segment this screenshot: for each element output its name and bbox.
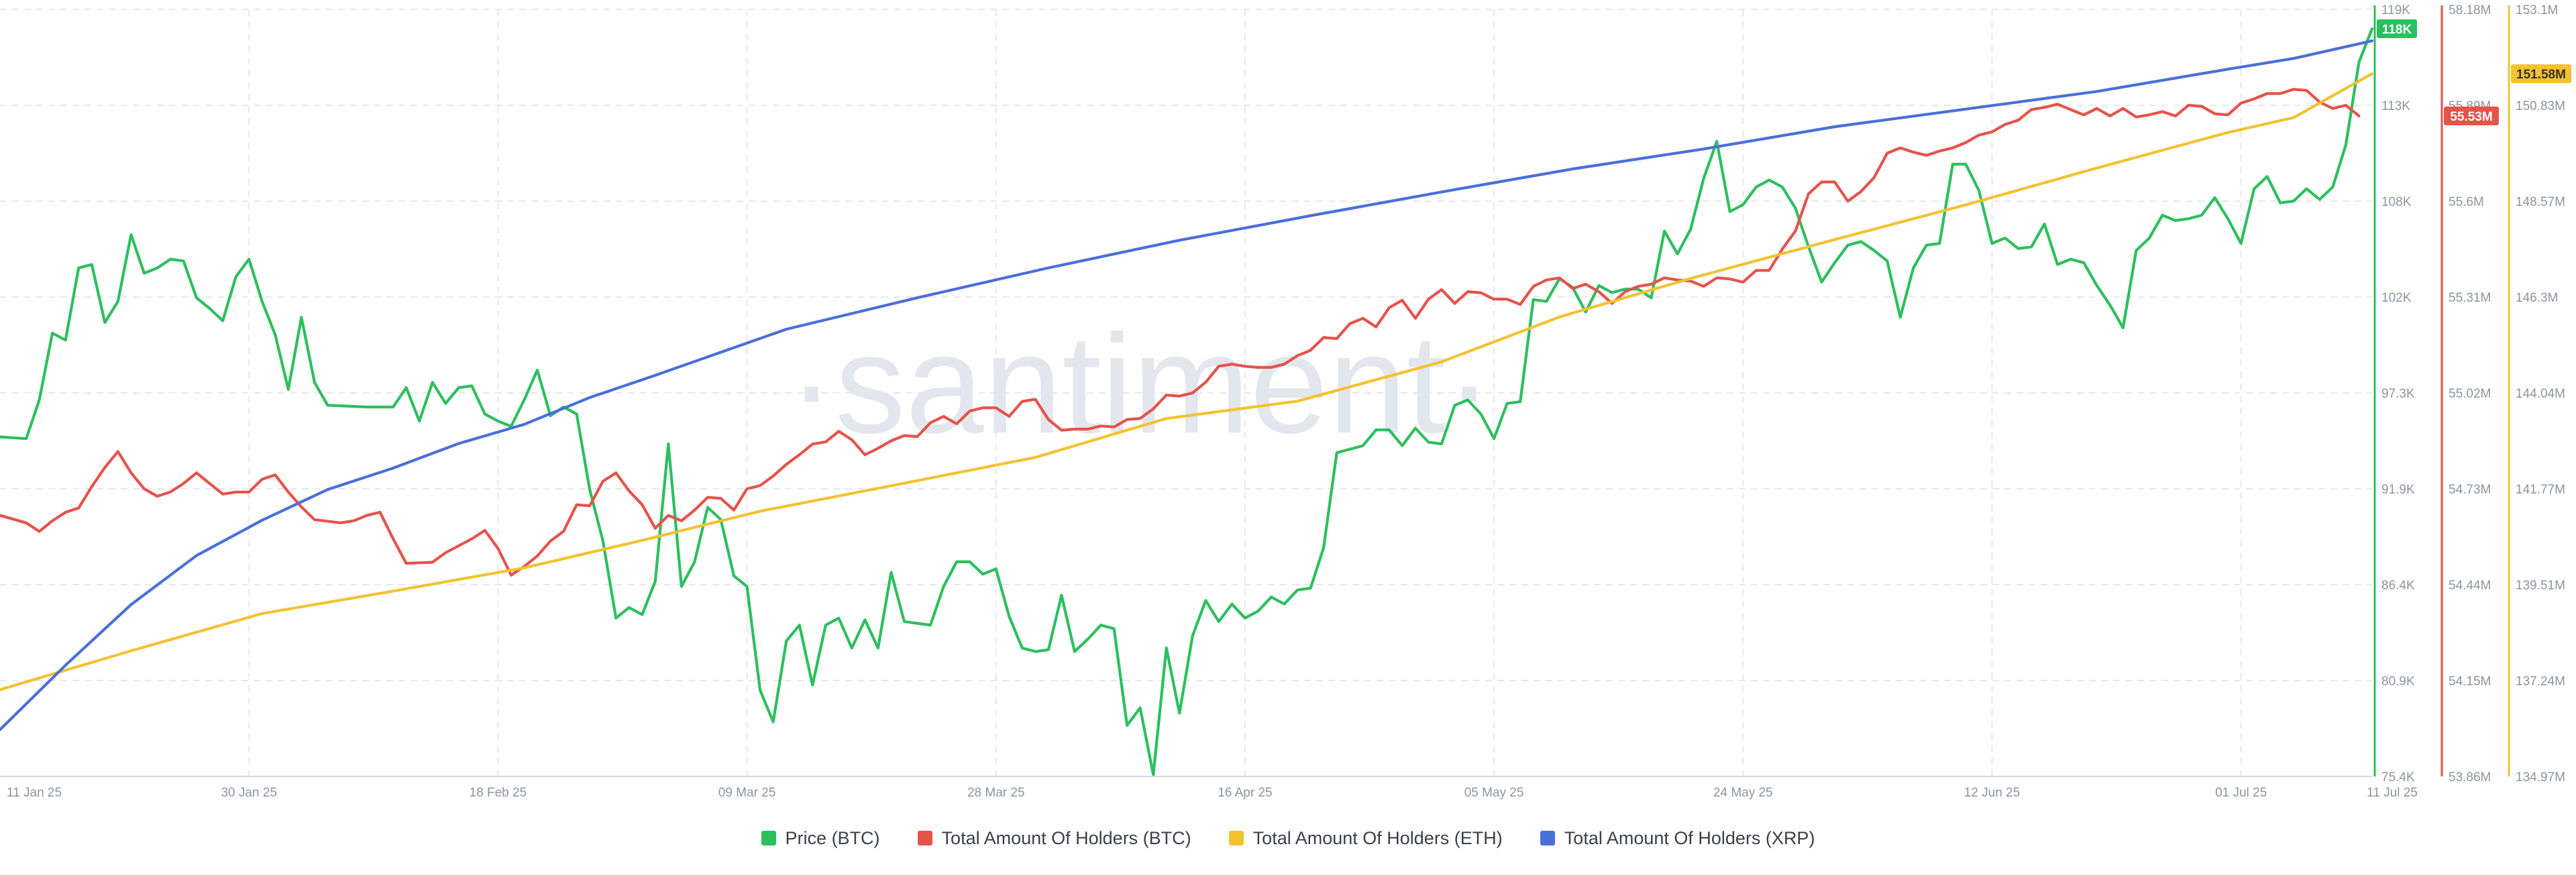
x-tick-label: 11 Jan 25 — [7, 786, 62, 800]
btc-holders-tick-label: 55.02M — [2449, 387, 2491, 401]
btc-holders-badge: 55.53M — [2444, 106, 2499, 125]
x-tick-label: 28 Mar 25 — [967, 786, 1025, 800]
x-tick-label: 09 Mar 25 — [718, 786, 776, 800]
legend-swatch-btc-holders — [917, 831, 932, 845]
legend-label-eth-holders: Total Amount Of Holders (ETH) — [1252, 827, 1503, 848]
btc-price-tick-label: 119K — [2381, 3, 2410, 17]
axes: 11 Jan 25 30 Jan 25 18 Feb 25 09 Mar 25 28 M… — [0, 3, 2565, 800]
legend-swatch-btc-price — [761, 831, 776, 845]
x-tick-label: 18 Feb 25 — [470, 786, 527, 800]
eth-holders-tick-label: 146.3M — [2516, 291, 2558, 305]
value-badges: 118K 55.53M 151.58M — [2377, 19, 2571, 125]
btc-holders-tick-label: 54.44M — [2449, 579, 2491, 593]
x-tick-label: 11 Jul 25 — [2367, 786, 2418, 800]
btc-holders-tick-label: 54.73M — [2449, 483, 2491, 497]
x-tick-label: 24 May 25 — [1713, 786, 1773, 800]
series-lines — [0, 27, 2374, 776]
btc-price-tick-label: 75.4K — [2381, 770, 2415, 784]
eth-holders-badge-bg — [2511, 64, 2571, 83]
eth-holders-badge-text: 151.58M — [2516, 68, 2566, 82]
eth-holders-tick-label: 144.04M — [2516, 387, 2565, 401]
btc-price-tick-label: 102K — [2381, 291, 2412, 305]
eth-holders-tick-label: 141.77M — [2516, 483, 2565, 497]
legend-swatch-eth-holders — [1228, 831, 1244, 845]
legend-item-btc-price[interactable]: Price (BTC) — [761, 828, 880, 849]
legend-item-btc-holders[interactable]: Total Amount Of Holders (BTC) — [917, 827, 1191, 849]
eth-holders-line — [0, 72, 2374, 691]
legend-swatch-xrp-holders — [1540, 831, 1555, 845]
legend-label-btc-holders: Total Amount Of Holders (BTC) — [941, 827, 1191, 848]
btc-holders-tick-label: 54.15M — [2449, 675, 2491, 689]
btc-price-badge-bg — [2377, 19, 2417, 38]
eth-holders-badge: 151.58M — [2511, 64, 2571, 83]
btc-holders-tick-label: 55.6M — [2449, 195, 2484, 209]
btc-price-tick-label: 108K — [2381, 195, 2412, 209]
xrp-holders-line — [0, 39, 2374, 732]
eth-holders-tick-label: 134.97M — [2516, 770, 2565, 784]
btc-price-badge-text: 118K — [2382, 23, 2412, 37]
btc-holders-badge-text: 55.53M — [2450, 110, 2492, 124]
btc-price-badge: 118K — [2377, 19, 2417, 38]
x-tick-label: 05 May 25 — [1464, 786, 1524, 800]
eth-holders-tick-label: 139.51M — [2516, 579, 2565, 593]
btc-holders-badge-bg — [2444, 106, 2499, 125]
legend: Price (BTC) Total Amount Of Holders (BTC… — [0, 823, 2576, 853]
btc-price-tick-label: 97.3K — [2381, 387, 2415, 401]
x-tick-label: 12 Jun 25 — [1964, 786, 2020, 800]
eth-holders-tick-label: 137.24M — [2516, 675, 2565, 689]
btc-price-tick-label: 91.9K — [2381, 483, 2415, 497]
btc-price-tick-label: 86.4K — [2381, 579, 2415, 593]
legend-label-btc-price: Price (BTC) — [785, 827, 880, 848]
legend-label-xrp-holders: Total Amount Of Holders (XRP) — [1564, 827, 1815, 848]
btc-holders-tick-label: 58.18M — [2449, 3, 2491, 17]
btc-holders-tick-label: 55.31M — [2449, 291, 2491, 305]
btc-holders-tick-label: 53.86M — [2449, 770, 2491, 784]
btc-price-tick-label: 80.9K — [2381, 675, 2415, 689]
btc-price-tick-label: 113K — [2381, 99, 2410, 113]
btc-holders-line — [0, 88, 2361, 577]
x-tick-label: 01 Jul 25 — [2215, 786, 2267, 800]
legend-item-eth-holders[interactable]: Total Amount Of Holders (ETH) — [1228, 827, 1503, 849]
x-tick-label: 30 Jan 25 — [221, 786, 276, 800]
btc-price-line — [0, 27, 2374, 776]
eth-holders-tick-label: 150.83M — [2516, 99, 2565, 113]
eth-holders-tick-label: 148.57M — [2516, 195, 2565, 209]
eth-holders-tick-label: 153.1M — [2516, 3, 2558, 17]
x-tick-label: 16 Apr 25 — [1218, 786, 1272, 800]
legend-item-xrp-holders[interactable]: Total Amount Of Holders (XRP) — [1540, 828, 1815, 849]
